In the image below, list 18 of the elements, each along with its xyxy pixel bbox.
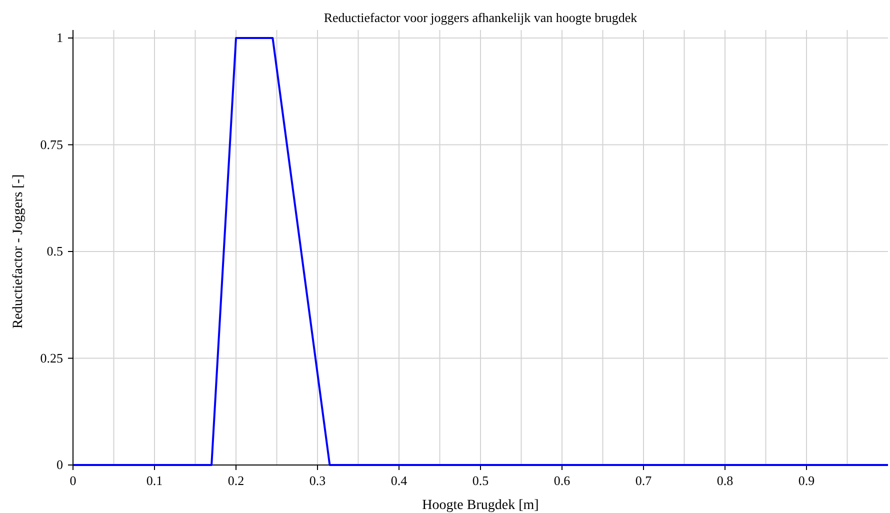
y-tick-label: 0.75 bbox=[40, 136, 63, 152]
y-tick-label: 1 bbox=[56, 30, 63, 45]
x-tick-label: 0.7 bbox=[635, 473, 652, 488]
y-tick-label: 0.5 bbox=[46, 244, 63, 258]
x-tick-label: 0.9 bbox=[798, 473, 815, 488]
x-tick-label: 0.8 bbox=[716, 473, 734, 488]
x-axis-title: Hoogte Brugdek [m] bbox=[422, 498, 539, 513]
y-axis-title: Reductiefactor - Joggers [-] bbox=[11, 174, 26, 329]
y-tick-label: 0.25 bbox=[40, 350, 63, 366]
x-tick-label: 0.4 bbox=[390, 473, 408, 488]
x-tick-label: 0.5 bbox=[472, 473, 489, 488]
x-tick-label: 0 bbox=[70, 473, 76, 488]
x-tick-label: 0.1 bbox=[146, 473, 163, 488]
x-tick-label: 0.3 bbox=[309, 473, 326, 488]
x-tick-label: 0.2 bbox=[228, 473, 244, 488]
x-tick-label: 0.6 bbox=[554, 473, 571, 488]
chart-title: Reductiefactor voor joggers afhankelijk van hoogte brugdek bbox=[324, 10, 638, 25]
y-tick-label: 0 bbox=[56, 457, 63, 472]
